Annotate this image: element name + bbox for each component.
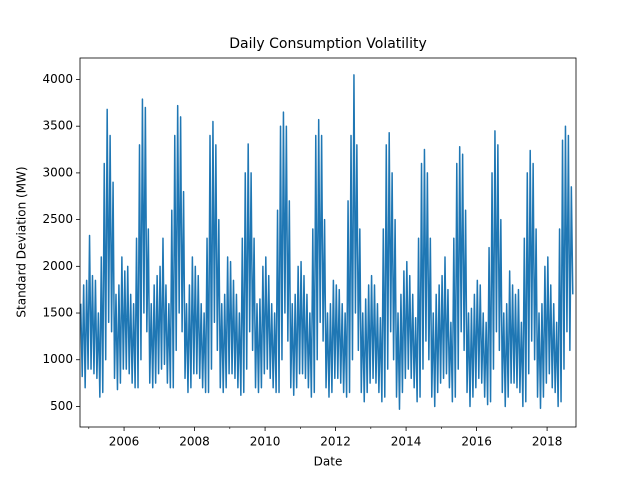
y-tick-label: 3000 [42,165,73,179]
y-tick-label: 4000 [42,72,73,86]
x-tick-label: 2018 [532,435,563,449]
x-tick-label: 2006 [109,435,140,449]
x-tick-label: 2008 [179,435,210,449]
plot-frame [79,57,577,428]
y-tick-label: 1500 [42,306,73,320]
x-tick-label: 2012 [320,435,351,449]
y-tick-label: 2000 [42,259,73,273]
y-tick-label: 1000 [42,352,73,366]
x-tick-label: 2014 [391,435,422,449]
x-axis-label: Date [314,455,343,469]
data-line [79,74,574,410]
chart-title: Daily Consumption Volatility [229,36,427,52]
y-axis-label: Standard Deviation (MW) [15,166,29,317]
y-tick-label: 500 [50,399,73,413]
x-tick-label: 2010 [250,435,281,449]
x-tick-label: 2016 [461,435,492,449]
y-tick-label: 3500 [42,119,73,133]
y-tick-label: 2500 [42,212,73,226]
